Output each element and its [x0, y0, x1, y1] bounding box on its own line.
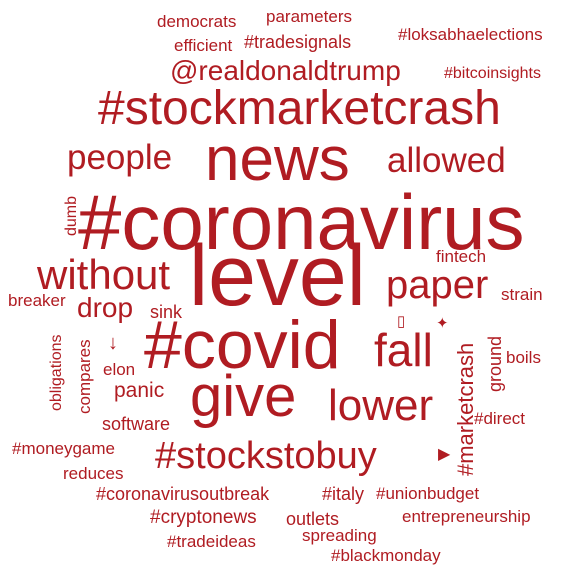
- word-level: level: [189, 228, 366, 324]
- word-italy: #italy: [322, 484, 365, 504]
- word-obligations: obligations: [48, 334, 65, 412]
- word-unionbudget: #unionbudget: [376, 484, 480, 503]
- word-stockmarketcrash: #stockmarketcrash: [98, 82, 501, 135]
- word-cryptonews: #cryptonews: [150, 507, 257, 528]
- word-software: software: [102, 414, 171, 434]
- word-blackmonday: #blackmonday: [331, 546, 441, 565]
- word-covid: #covid: [144, 307, 341, 383]
- word-strain: strain: [501, 285, 543, 304]
- word-reduces: reduces: [63, 464, 124, 483]
- word-boils: boils: [506, 348, 541, 367]
- word-tradesignals: #tradesignals: [244, 32, 352, 52]
- word-parameters: parameters: [266, 7, 352, 26]
- word-fintech: fintech: [436, 247, 487, 266]
- word-fall: fall: [374, 324, 433, 376]
- word-breaker: breaker: [8, 291, 66, 310]
- word-democrats: democrats: [157, 12, 237, 31]
- word-lower: lower: [328, 381, 434, 430]
- word-people: people: [67, 138, 173, 177]
- word-ground: ground: [485, 335, 505, 392]
- word-coronavirusoutbreak: #coronavirusoutbreak: [96, 484, 270, 504]
- word-direct: #direct: [474, 409, 526, 428]
- word-news: news: [205, 125, 350, 194]
- word-stockstobuy: #stockstobuy: [155, 435, 377, 477]
- word-entrepreneurship: entrepreneurship: [402, 507, 531, 526]
- word-sink: sink: [150, 302, 183, 322]
- word-dumb: dumb: [63, 195, 80, 236]
- word-outlets: outlets: [286, 509, 340, 529]
- word-loksabhaelections: #loksabhaelections: [398, 25, 543, 44]
- word-without: without: [37, 251, 171, 298]
- word-arrow-glyph: ↓: [108, 332, 118, 354]
- word-panic: panic: [114, 379, 165, 402]
- word-elon: elon: [103, 360, 136, 379]
- word-realdonaldtrump: @realdonaldtrump: [170, 55, 401, 86]
- word-give: give: [190, 364, 297, 429]
- word-coronavirus: #coronavirus: [78, 178, 525, 266]
- word-compares: compares: [75, 339, 94, 414]
- word-paper: paper: [386, 263, 489, 307]
- word-moneygame: #moneygame: [12, 439, 116, 458]
- word-play-glyph: ▶: [438, 446, 451, 463]
- word-bitcoinsights: #bitcoinsights: [444, 65, 541, 82]
- word-tradeideas: #tradeideas: [167, 532, 256, 551]
- word-sparkle-glyph: ✦: [436, 315, 449, 332]
- word-efficient: efficient: [174, 36, 233, 55]
- word-drop: drop: [77, 292, 134, 323]
- word-spreading: spreading: [302, 526, 377, 545]
- word-box-glyph: ▯: [397, 313, 406, 330]
- word-allowed: allowed: [387, 141, 506, 180]
